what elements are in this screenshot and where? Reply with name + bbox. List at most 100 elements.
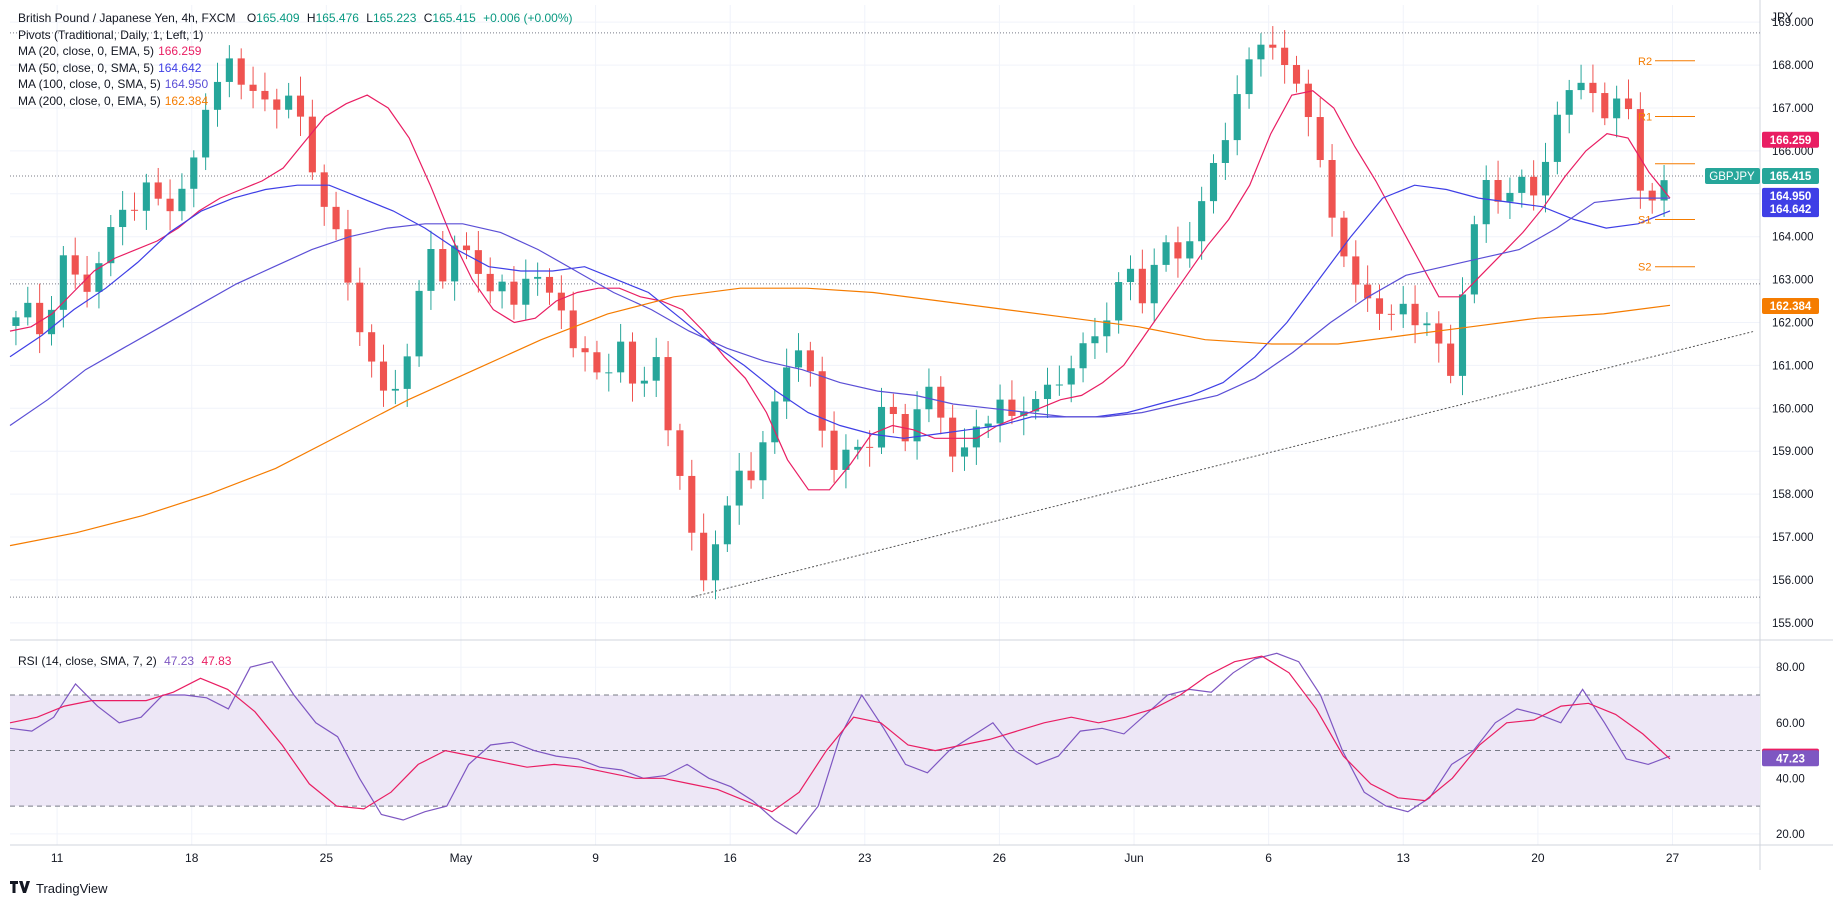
candle-body bbox=[1553, 114, 1561, 162]
rsi-tag-bg bbox=[1762, 750, 1819, 767]
candle-body bbox=[628, 341, 637, 384]
candle-body bbox=[261, 90, 269, 100]
candle-body bbox=[545, 276, 554, 293]
candle-body bbox=[1032, 399, 1040, 412]
candle-body bbox=[581, 348, 589, 353]
rsi-ma-value: 47.83 bbox=[201, 654, 232, 668]
ma20-price-tag-bg bbox=[1762, 131, 1819, 148]
price-tick-label: 169.000 bbox=[1772, 17, 1814, 29]
candle-body bbox=[1138, 268, 1146, 304]
candle-body bbox=[1458, 294, 1467, 376]
price-tick-label: 159.000 bbox=[1772, 446, 1814, 458]
candle-body bbox=[877, 406, 886, 448]
pivot-lines: R2 R1 S1 S2 bbox=[1638, 56, 1695, 274]
price-tick-label: 168.000 bbox=[1772, 60, 1814, 72]
candlestick-series bbox=[12, 26, 1668, 600]
candle-body bbox=[1601, 93, 1609, 119]
candle-body bbox=[1636, 109, 1644, 191]
candle-body bbox=[237, 58, 245, 85]
ma100-legend[interactable]: MA (100, close, 0, SMA, 5) 164.950 bbox=[18, 76, 573, 93]
moving-average-lines bbox=[9, 90, 1671, 547]
candle-body bbox=[1209, 162, 1218, 202]
rsi-legend[interactable]: RSI (14, close, SMA, 7, 2) 47.23 47.83 bbox=[18, 654, 231, 668]
symbol-row: British Pound / Japanese Yen, 4h, FXCM O… bbox=[18, 10, 573, 27]
pivots-label[interactable]: Pivots (Traditional, Daily, 1, Left, 1) bbox=[18, 27, 204, 42]
candle-body bbox=[1435, 323, 1443, 344]
candle-body bbox=[949, 417, 957, 457]
time-tick-label: 23 bbox=[858, 851, 872, 865]
candle-body bbox=[972, 426, 980, 448]
candle-body bbox=[178, 188, 186, 212]
candle-body bbox=[391, 388, 399, 391]
ma200-value: 162.384 bbox=[164, 93, 209, 108]
candle-body bbox=[534, 276, 542, 279]
candle-body bbox=[806, 350, 814, 372]
candle-body bbox=[1423, 323, 1431, 326]
candle-body bbox=[1316, 117, 1324, 161]
candle-body bbox=[1067, 368, 1075, 385]
time-tick-label: 27 bbox=[1666, 851, 1680, 865]
rsi-line bbox=[9, 652, 1671, 835]
candle-body bbox=[1126, 268, 1135, 283]
candle-body bbox=[1364, 284, 1372, 299]
time-tick-label: 11 bbox=[51, 851, 64, 865]
candle-body bbox=[130, 209, 139, 211]
close-price-tag-bg bbox=[1762, 167, 1819, 184]
price-tick-label: 155.000 bbox=[1772, 618, 1814, 630]
rsi-tick-label: 60.00 bbox=[1776, 718, 1805, 730]
ohlc-low: 165.223 bbox=[372, 11, 417, 25]
candle-body bbox=[1624, 98, 1633, 110]
candle-body bbox=[1399, 303, 1407, 315]
candle-body bbox=[557, 292, 565, 311]
candle-body bbox=[249, 84, 257, 91]
candle-body bbox=[1221, 140, 1229, 163]
rsi-tick-label: 20.00 bbox=[1776, 829, 1805, 841]
candle-body bbox=[723, 505, 731, 545]
candle-body bbox=[213, 81, 222, 110]
candle-body bbox=[308, 116, 316, 173]
rsi-tag: 47.23 bbox=[1776, 753, 1805, 765]
ma50-price-tag-bg bbox=[1762, 201, 1819, 218]
candle-body bbox=[1150, 264, 1158, 304]
candle-body bbox=[320, 172, 328, 207]
ma100-value: 164.950 bbox=[164, 77, 209, 91]
ma200-legend[interactable]: MA (200, close, 0, EMA, 5) 162.384 bbox=[18, 93, 573, 110]
candle-body bbox=[403, 356, 411, 389]
symbol-title[interactable]: British Pound / Japanese Yen, 4h, FXCM bbox=[18, 11, 236, 25]
candle-body bbox=[735, 470, 743, 506]
candle-body bbox=[486, 273, 494, 292]
candle-body bbox=[854, 446, 862, 450]
ohlc-c-label: C bbox=[423, 11, 433, 25]
candle-body bbox=[462, 245, 471, 251]
candle-body bbox=[1541, 161, 1550, 196]
candle-body bbox=[1103, 320, 1111, 337]
ma50-legend[interactable]: MA (50, close, 0, SMA, 5) 164.642 bbox=[18, 60, 573, 77]
price-axis: 155.000 156.000 157.000 158.000 159.000 160.0… bbox=[1772, 17, 1814, 841]
time-tick-label: May bbox=[450, 851, 473, 865]
ohlc-o-label: O bbox=[246, 11, 257, 25]
ma20-legend[interactable]: MA (20, close, 0, EMA, 5) 166.259 bbox=[18, 43, 573, 60]
time-tick-label: Jun bbox=[1124, 851, 1143, 865]
tradingview-brand[interactable]: TradingView bbox=[10, 880, 108, 896]
time-axis: 11 18 25 May 9 16 23 26 Jun 6 13 20 27 bbox=[51, 851, 1680, 865]
candle-body bbox=[474, 250, 482, 274]
candle-body bbox=[202, 109, 210, 158]
ohlc-l-label: L bbox=[366, 11, 373, 25]
candle-body bbox=[522, 278, 530, 305]
price-tick-label: 157.000 bbox=[1772, 532, 1814, 544]
candle-body bbox=[996, 399, 1004, 424]
candle-body bbox=[913, 409, 921, 442]
ma100-price-tag-bg bbox=[1762, 187, 1819, 204]
candle-body bbox=[759, 442, 767, 481]
candle-body bbox=[154, 182, 162, 199]
ma-line-0 bbox=[9, 90, 1671, 491]
candle-body bbox=[368, 332, 376, 362]
candle-body bbox=[225, 58, 233, 82]
candle-body bbox=[1020, 411, 1028, 416]
candle-body bbox=[71, 255, 79, 275]
ma50-value: 164.642 bbox=[158, 60, 202, 75]
candle-body bbox=[1115, 282, 1123, 321]
candle-body bbox=[498, 281, 506, 292]
trendline bbox=[691, 330, 1756, 598]
